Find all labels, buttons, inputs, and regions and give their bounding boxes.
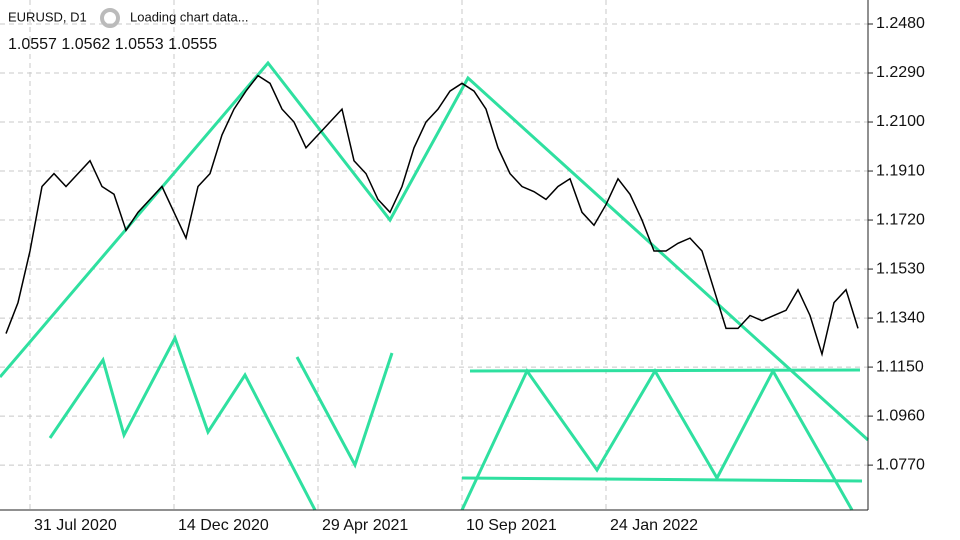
support-line xyxy=(469,368,861,373)
y-tick-label: 1.1530 xyxy=(876,260,925,277)
zigzag xyxy=(48,334,317,511)
trend-line xyxy=(0,60,870,442)
x-tick-label: 24 Jan 2022 xyxy=(610,517,698,534)
y-tick-label: 1.2480 xyxy=(876,15,925,32)
price-line xyxy=(5,74,859,358)
symbol: EURUSD, D1 xyxy=(8,9,87,24)
zigzag xyxy=(295,352,394,469)
y-tick-label: 1.2290 xyxy=(876,64,925,81)
x-tick-label: 14 Dec 2020 xyxy=(178,517,269,534)
y-tick-label: 1.1340 xyxy=(876,309,925,326)
y-tick-label: 1.1150 xyxy=(876,358,924,375)
y-tick-label: 1.2100 xyxy=(876,113,925,130)
status: Loading chart data... xyxy=(130,9,249,24)
y-tick-label: 1.0770 xyxy=(876,456,925,473)
y-tick-label: 1.1910 xyxy=(876,162,925,179)
y-tick-label: 1.0960 xyxy=(876,407,925,424)
quote: 1.0557 1.0562 1.0553 1.0555 xyxy=(8,36,217,53)
y-tick-label: 1.1720 xyxy=(876,211,925,228)
loading-icon xyxy=(100,8,120,28)
x-tick-label: 31 Jul 2020 xyxy=(34,517,117,534)
x-tick-label: 29 Apr 2021 xyxy=(322,517,408,534)
support-line xyxy=(461,476,863,483)
x-tick-label: 10 Sep 2021 xyxy=(466,517,557,534)
zigzag xyxy=(460,367,854,511)
drawings xyxy=(0,60,870,511)
